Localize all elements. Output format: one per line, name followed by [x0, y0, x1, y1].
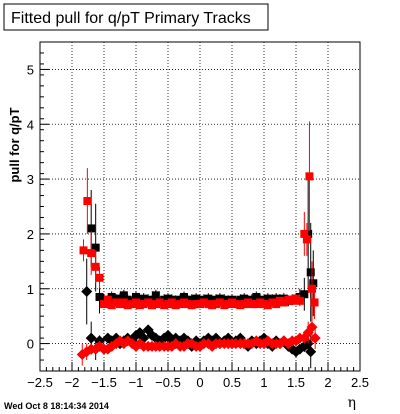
data-point — [155, 298, 164, 307]
chart-title-box: Fitted pull for q/pT Primary Tracks — [3, 3, 269, 31]
data-point — [91, 262, 100, 271]
x-tick-label: 1.5 — [287, 375, 305, 390]
data-point — [95, 292, 104, 301]
data-point — [187, 301, 196, 310]
y-tick-label: 5 — [27, 62, 34, 77]
data-point — [263, 301, 272, 310]
data-point — [139, 294, 148, 303]
x-tick-label: 1 — [260, 375, 267, 390]
x-tick-label: 2.5 — [351, 375, 369, 390]
axis-ticks: −2.5 −2 −1.5 −1 −0.5 0 0.5 1 1.5 2 2.5 0 1 2 3 4 5 — [27, 41, 369, 390]
data-point — [305, 346, 317, 358]
data-point — [151, 291, 160, 300]
datestamp: Wed Oct 8 18:14:34 2014 — [4, 401, 109, 411]
data-point — [231, 300, 240, 309]
data-point — [107, 301, 116, 310]
x-tick-label: −0.5 — [155, 375, 181, 390]
data-point — [85, 332, 97, 344]
x-tick-label: −2 — [65, 375, 80, 390]
x-tick-label: −1.5 — [91, 375, 117, 390]
data-point — [79, 246, 88, 255]
data-series — [76, 121, 321, 369]
x-tick-label: −2.5 — [27, 375, 53, 390]
x-tick-label: 2 — [324, 375, 331, 390]
data-point — [100, 300, 108, 309]
x-tick-label: 0 — [196, 375, 203, 390]
data-point — [91, 243, 100, 252]
x-axis-label: η — [348, 395, 356, 411]
data-point — [302, 235, 311, 244]
grid-lines — [40, 42, 360, 371]
data-point — [83, 197, 92, 206]
data-point — [295, 296, 304, 305]
data-point — [247, 300, 256, 309]
data-point — [279, 298, 288, 307]
chart-title: Fitted pull for q/pT Primary Tracks — [11, 10, 251, 27]
data-point — [123, 301, 132, 310]
y-tick-label: 3 — [27, 172, 34, 187]
data-point — [199, 298, 208, 307]
y-tick-label: 2 — [27, 227, 34, 242]
series-3 — [76, 310, 321, 366]
data-point — [305, 172, 314, 181]
data-point — [309, 332, 321, 344]
y-tick-label: 0 — [27, 337, 34, 352]
data-point — [263, 294, 272, 303]
data-point — [119, 291, 128, 300]
data-point — [300, 290, 309, 299]
data-point — [300, 229, 309, 238]
data-point — [171, 301, 180, 310]
x-tick-label: 0.5 — [223, 375, 241, 390]
data-point — [187, 295, 196, 304]
data-point — [139, 300, 148, 309]
data-point — [310, 298, 319, 307]
data-point — [95, 273, 104, 282]
y-tick-label: 4 — [27, 117, 34, 132]
data-point — [103, 295, 112, 304]
data-point — [87, 224, 96, 233]
series-1 — [81, 258, 317, 369]
data-point — [87, 249, 96, 258]
data-point — [215, 298, 224, 307]
y-axis-label: pull for q/pT — [7, 107, 22, 182]
y-tick-label: 1 — [27, 282, 34, 297]
data-point — [308, 284, 316, 293]
x-tick-label: −1 — [129, 375, 144, 390]
data-point — [306, 268, 315, 277]
data-point — [309, 279, 318, 288]
data-point — [81, 285, 93, 297]
series-2 — [79, 121, 319, 319]
